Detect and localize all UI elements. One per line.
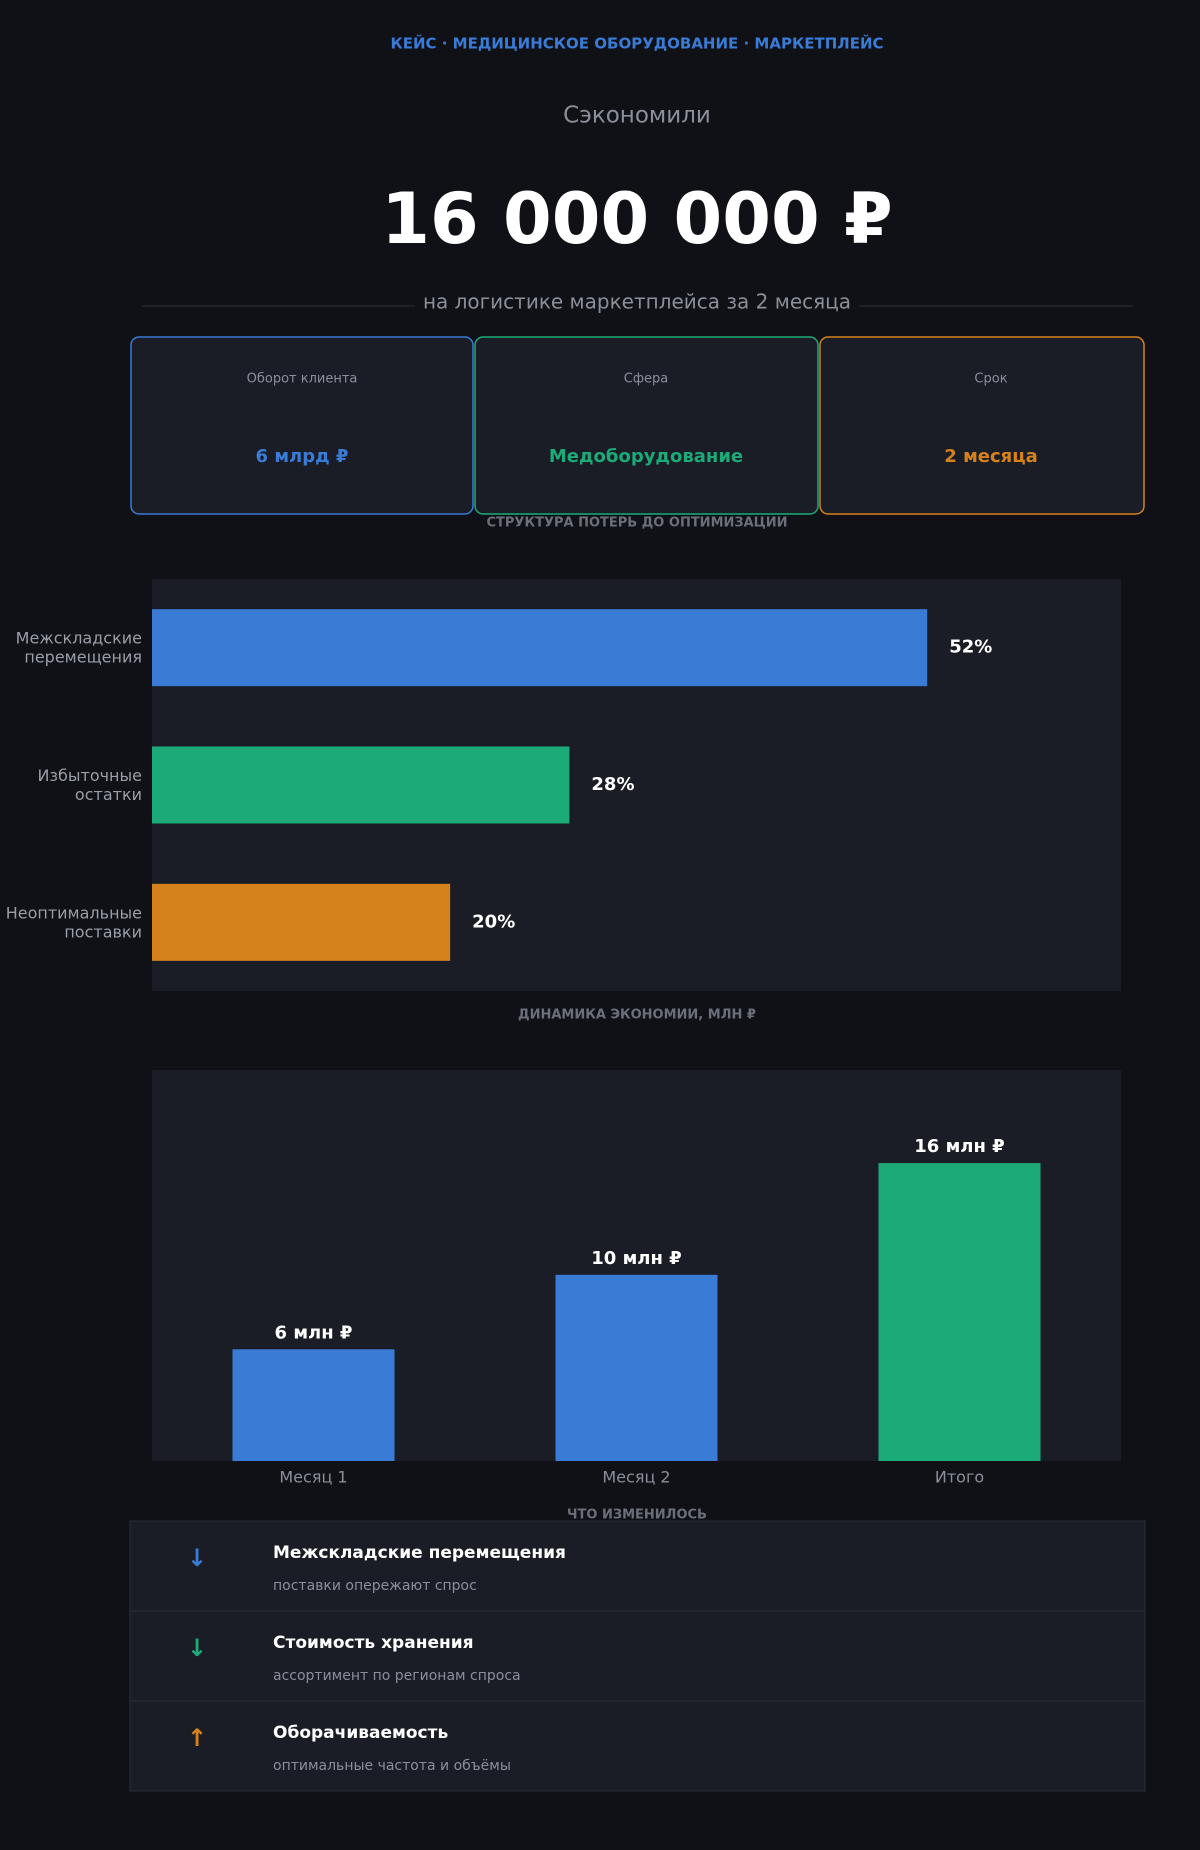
bar-value-label: 20%	[472, 911, 515, 932]
bar	[878, 1163, 1041, 1461]
x-tick-label: Месяц 1	[279, 1468, 347, 1487]
card	[130, 336, 474, 515]
bar-value-label: 16 млн ₽	[914, 1136, 1004, 1157]
x-tick-label: Месяц 2	[602, 1468, 670, 1487]
chart-title: ДИНАМИКА ЭКОНОМИИ, МЛН ₽	[518, 1008, 756, 1023]
bar	[232, 1349, 395, 1461]
amount: 16 000 000 ₽	[381, 178, 892, 260]
category-label: Межскладские перемещения	[16, 628, 142, 666]
change-icon: ↓	[187, 1544, 207, 1572]
change-title: Межскладские перемещения	[273, 1543, 566, 1563]
change-row	[129, 1520, 1146, 1612]
lead: Сэкономили	[563, 103, 711, 129]
bar	[152, 883, 451, 961]
change-row	[129, 1610, 1146, 1702]
caption: на логистике маркетплейса за 2 месяца	[423, 290, 851, 314]
chart-title: СТРУКТУРА ПОТЕРЬ ДО ОПТИМИЗАЦИИ	[487, 516, 788, 531]
bar	[152, 609, 928, 687]
card-label: Оборот клиента	[247, 372, 358, 387]
bar	[152, 746, 570, 824]
card	[819, 336, 1145, 515]
change-icon: ↓	[187, 1634, 207, 1662]
change-text: поставки опережают спрос	[273, 1578, 477, 1594]
change-icon: ↑	[187, 1724, 207, 1752]
card-value: 6 млрд ₽	[256, 446, 349, 467]
category-label: Неоптимальные поставки	[6, 903, 142, 941]
bar-value-label: 6 млн ₽	[275, 1322, 353, 1343]
change-title: Оборачиваемость	[273, 1723, 448, 1743]
change-text: оптимальные частота и объёмы	[273, 1758, 511, 1774]
card-value: Медоборудование	[549, 446, 743, 467]
caption-bg	[415, 290, 859, 320]
change-row	[129, 1700, 1146, 1792]
card	[474, 336, 819, 515]
bar-value-label: 52%	[949, 637, 992, 658]
change-title: Стоимость хранения	[273, 1633, 474, 1653]
card-value: 2 месяца	[944, 446, 1037, 467]
category-label: Избыточные остатки	[38, 766, 142, 804]
card-label: Сфера	[624, 372, 668, 387]
section-title: ЧТО ИЗМЕНИЛОСЬ	[567, 1508, 707, 1523]
bar	[555, 1274, 718, 1461]
card-label: Срок	[974, 372, 1007, 387]
change-text: ассортимент по регионам спроса	[273, 1668, 521, 1684]
bar-value-label: 28%	[591, 774, 634, 795]
kicker: КЕЙС · МЕДИЦИНСКОЕ ОБОРУДОВАНИЕ · МАРКЕТ…	[390, 34, 883, 53]
bar-value-label: 10 млн ₽	[591, 1248, 681, 1269]
x-tick-label: Итого	[935, 1468, 984, 1487]
